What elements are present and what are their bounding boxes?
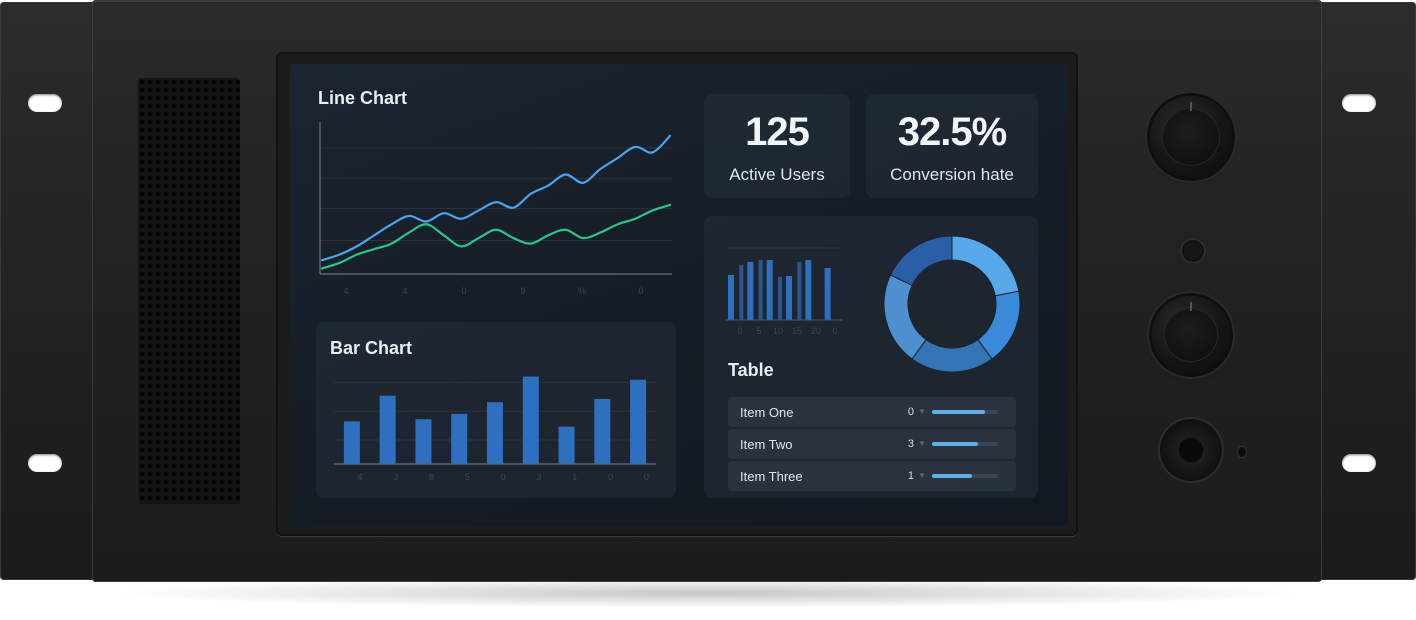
x-tick-label: 0 (500, 472, 506, 482)
line-chart-title: Line Chart (318, 88, 408, 108)
progress-fill (932, 410, 985, 414)
donut-slice (883, 274, 927, 360)
chevron-down-icon: ▼ (918, 471, 926, 480)
bar-chart-panel: Bar Chart 4 3 8 5 0 3 1 0 0 (316, 322, 676, 498)
x-tick-label: 0 (608, 472, 614, 482)
small-button[interactable] (1180, 238, 1206, 264)
table-title: Table (728, 360, 774, 380)
x-tick-label: 9 (520, 286, 526, 296)
bar-chart (334, 376, 656, 465)
mount-hole (28, 94, 62, 112)
x-tick-label: 0 (832, 326, 838, 336)
progress-bar (932, 442, 998, 446)
bar (487, 402, 503, 464)
bar (766, 260, 773, 320)
bar (747, 262, 754, 320)
x-tick-label: 4 (402, 286, 408, 296)
table-cell-name: Item Three (740, 469, 803, 484)
knob-cap (1164, 308, 1218, 362)
x-tick-label: 4 (357, 472, 363, 482)
bar (343, 421, 360, 464)
donut-slice (951, 235, 1020, 297)
bar (797, 262, 802, 320)
progress-fill (932, 474, 972, 478)
bar (594, 398, 611, 464)
x-tick-label: 0 (461, 286, 467, 296)
table-row[interactable]: Item Two 3 ▼ (728, 429, 1016, 459)
bar-chart-title: Bar Chart (330, 338, 413, 358)
x-tick-label: 5 (464, 472, 470, 482)
x-tick-label: 3 (536, 472, 542, 482)
x-tick-label: 3 (393, 472, 399, 482)
bar (379, 395, 396, 464)
bar (728, 275, 734, 320)
progress-bar (932, 474, 998, 478)
rack-ear-left (0, 2, 106, 580)
bar (805, 260, 812, 320)
bar (558, 426, 575, 464)
mount-hole (28, 454, 62, 472)
table-row[interactable]: Item Three 1 ▼ (728, 461, 1016, 491)
x-tick-label: 10 (772, 326, 783, 336)
kpi-value: 32.5% (897, 110, 1007, 154)
knob-indicator (1190, 302, 1192, 311)
mount-hole (1342, 94, 1376, 112)
x-tick-label: 4 (343, 286, 349, 296)
rack-ear-right (1310, 2, 1416, 580)
control-knob-top[interactable] (1150, 96, 1232, 178)
bar (739, 265, 744, 320)
kpi-label: Conversion hate (890, 165, 1014, 184)
table-cell-name: Item One (740, 405, 794, 420)
x-tick-label: 20 (810, 326, 821, 336)
x-tick-label: 0 (643, 472, 649, 482)
kpi-card-active-users: 125 Active Users (704, 94, 850, 198)
donut-slice (911, 338, 993, 373)
progress-bar (932, 410, 998, 414)
x-tick-label: 15 (791, 326, 802, 336)
kpi-card-conversion: 32.5% Conversion hate (866, 94, 1038, 198)
donut-chart (883, 235, 1021, 373)
table-cell-value: 0 (907, 406, 914, 418)
x-tick-label: 0 (737, 326, 743, 336)
mount-hole (1342, 454, 1376, 472)
knob-indicator (1190, 102, 1192, 111)
bar (824, 268, 831, 320)
bar (758, 260, 763, 320)
series-line (320, 203, 672, 270)
x-tick-label: 1 (572, 472, 578, 482)
bar (522, 376, 539, 464)
chevron-down-icon: ▼ (918, 407, 926, 416)
bar (415, 419, 432, 464)
kpi-value: 125 (745, 110, 810, 154)
bar (451, 413, 468, 464)
series-line (320, 134, 672, 262)
x-tick-label: 0 (638, 286, 644, 296)
bar (786, 276, 792, 320)
bar (630, 379, 647, 464)
mini-bar-chart (726, 247, 842, 321)
kpi-label: Active Users (729, 165, 825, 184)
x-tick-label: 5 (756, 326, 762, 336)
progress-fill (932, 442, 979, 446)
table-cell-name: Item Two (740, 437, 793, 452)
donut-slice (889, 235, 953, 286)
table-cell-value: 3 (907, 438, 914, 450)
knob-cap (1162, 108, 1220, 166)
table-row[interactable]: Item One 0 ▼ (728, 397, 1016, 427)
line-chart (319, 122, 672, 275)
speaker-grille (138, 78, 240, 504)
status-led (1237, 446, 1247, 458)
chevron-down-icon: ▼ (918, 439, 926, 448)
x-tick-label: % (577, 286, 586, 296)
x-tick-label: 8 (429, 472, 435, 482)
table-cell-value: 1 (907, 470, 914, 482)
control-knob-bottom[interactable] (1152, 296, 1230, 374)
bar (778, 277, 782, 320)
headphone-jack[interactable] (1163, 422, 1219, 478)
